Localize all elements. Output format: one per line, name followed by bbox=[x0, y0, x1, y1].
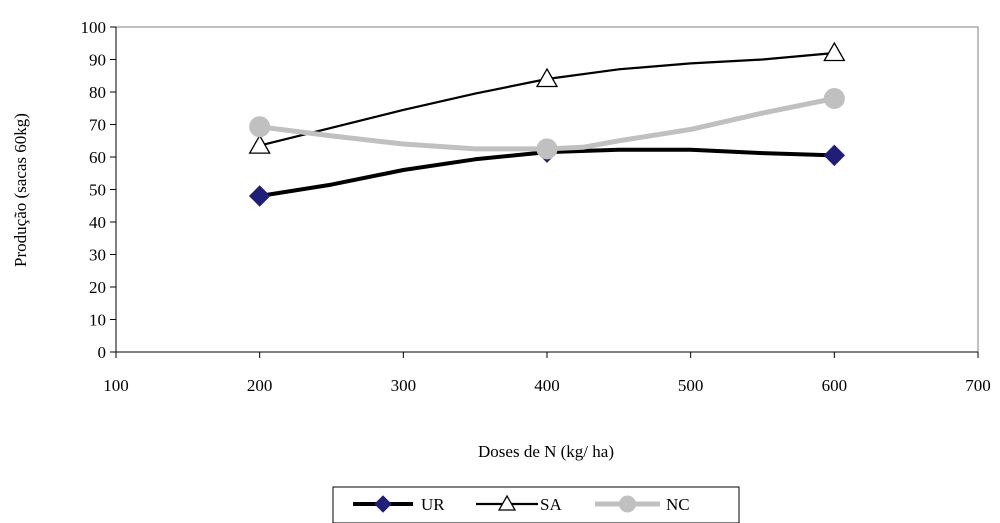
y-tick-label: 80 bbox=[89, 83, 106, 102]
x-tick-label: 400 bbox=[534, 376, 560, 395]
x-tick-label: 700 bbox=[965, 376, 991, 395]
series-nc bbox=[249, 88, 845, 160]
y-tick-label: 100 bbox=[81, 18, 107, 37]
plot-border bbox=[116, 26, 979, 352]
y-axis-title: Produção (sacas 60kg) bbox=[11, 113, 30, 267]
data-point bbox=[535, 67, 559, 88]
y-tick-label: 70 bbox=[89, 116, 106, 135]
x-tick-label: 300 bbox=[391, 376, 417, 395]
legend-marker bbox=[374, 495, 392, 513]
legend-label: NC bbox=[666, 495, 690, 514]
y-tick-label: 30 bbox=[89, 246, 106, 265]
legend-marker bbox=[619, 495, 636, 513]
legend-item-ur: UR bbox=[353, 495, 445, 514]
data-point bbox=[823, 41, 846, 62]
x-tick-label: 100 bbox=[103, 376, 129, 395]
legend-item-nc: NC bbox=[595, 495, 690, 514]
legend-label: UR bbox=[421, 495, 445, 514]
x-tick-label: 500 bbox=[678, 376, 704, 395]
plot-area: 0 10 20 30 40 50 60 70 80 90 100 100 200 300 400 500 600… bbox=[81, 18, 991, 395]
legend-item-sa: SA bbox=[476, 494, 562, 514]
y-tick-label: 0 bbox=[98, 343, 107, 362]
x-tick-label: 200 bbox=[247, 376, 273, 395]
y-tick-label: 20 bbox=[89, 278, 106, 297]
data-point bbox=[823, 144, 846, 167]
y-tick-label: 10 bbox=[89, 311, 106, 330]
data-point bbox=[536, 138, 558, 160]
y-tick-label: 60 bbox=[89, 148, 106, 167]
data-point bbox=[248, 134, 271, 154]
series-sa bbox=[248, 41, 846, 154]
data-point bbox=[249, 116, 271, 138]
legend-marker bbox=[497, 494, 517, 511]
series-line bbox=[257, 96, 837, 152]
y-tick-label: 50 bbox=[89, 181, 106, 200]
data-point bbox=[823, 88, 845, 109]
data-point bbox=[248, 185, 271, 207]
x-tick-label: 600 bbox=[822, 376, 848, 395]
x-axis-title: Doses de N (kg/ ha) bbox=[478, 442, 614, 461]
legend: UR SA NC bbox=[332, 486, 740, 523]
y-tick-label: 40 bbox=[89, 213, 106, 232]
legend-label: SA bbox=[540, 495, 562, 514]
y-tick-label: 90 bbox=[89, 51, 106, 70]
